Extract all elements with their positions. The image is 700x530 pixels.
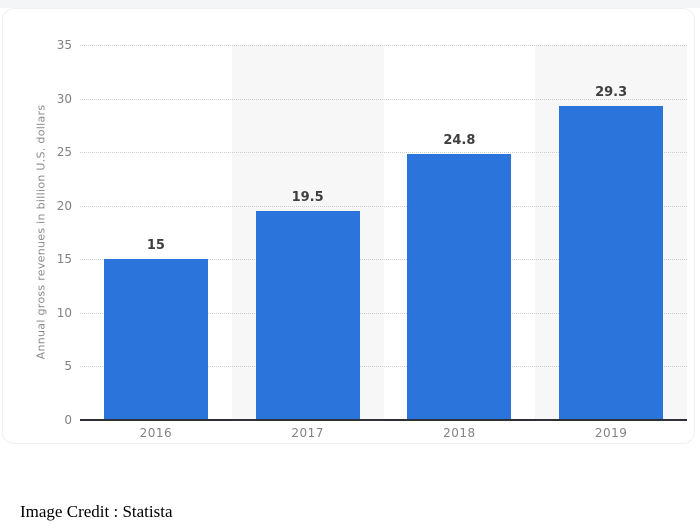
bar-value-label: 29.3	[595, 85, 628, 101]
top-strip	[0, 0, 700, 8]
y-tick-label: 10	[56, 305, 72, 320]
x-tick-label: 2016	[139, 426, 173, 440]
plot-area: 0 5 10 15 20 25 30 35 15 2016 19.5 2017 24.8 2018 29.3…	[57, 38, 687, 440]
grid-line	[80, 312, 687, 314]
grid-line	[80, 366, 687, 368]
y-axis-title: Annual gross revenues in billion U.S. do…	[34, 104, 48, 360]
x-tick-label: 2017	[291, 426, 324, 440]
bar	[407, 154, 512, 420]
bar-value-label: 24.8	[443, 133, 476, 149]
bar	[255, 211, 360, 420]
y-tick-label: 25	[56, 145, 72, 160]
y-tick-label: 15	[56, 252, 72, 267]
bar	[103, 259, 208, 420]
bar	[559, 106, 664, 420]
bar-value-label: 19.5	[291, 190, 324, 206]
x-tick-label: 2018	[443, 426, 476, 440]
x-tick-label: 2019	[594, 426, 628, 440]
grid-line	[80, 45, 687, 46]
y-tick-label: 30	[56, 91, 72, 106]
bar-value-label: 15	[146, 238, 165, 254]
grid-line	[80, 98, 687, 100]
y-tick-label: 5	[64, 359, 72, 374]
grid-line	[80, 205, 687, 207]
credit-text: Image Credit : Statista	[20, 502, 173, 521]
y-tick-label: 0	[64, 413, 72, 427]
y-tick-label: 35	[56, 38, 72, 52]
grid-line	[80, 152, 687, 154]
x-axis-line	[80, 419, 687, 421]
y-tick-label: 20	[56, 198, 72, 213]
grid-line	[80, 259, 687, 261]
